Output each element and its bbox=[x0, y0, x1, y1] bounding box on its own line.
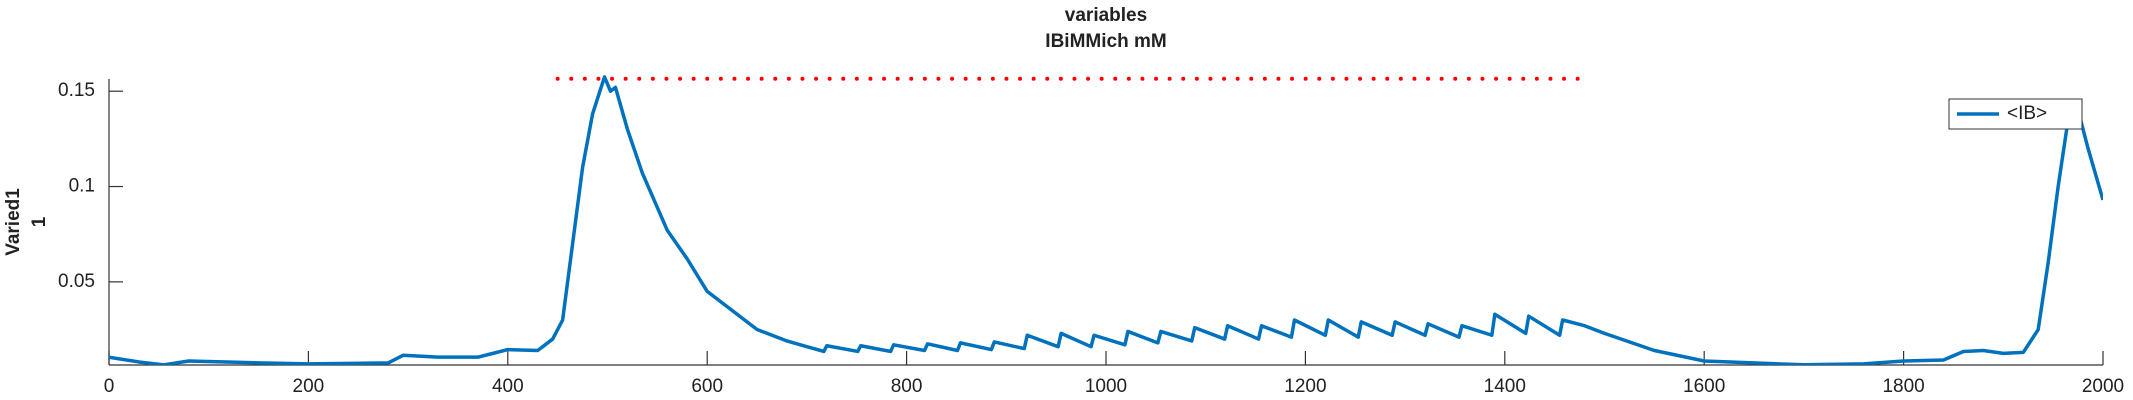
x-tick-label: 600 bbox=[691, 376, 723, 397]
x-tick-label: 400 bbox=[492, 376, 524, 397]
x-tick-label: 1600 bbox=[1683, 376, 1725, 397]
y-tick-label: 0.1 bbox=[69, 176, 95, 197]
data-line bbox=[109, 75, 2103, 365]
x-tick-label: 0 bbox=[104, 376, 115, 397]
plot-area bbox=[109, 75, 2103, 365]
chart-title: variables bbox=[1065, 5, 1147, 26]
legend: <IB> bbox=[1948, 98, 2083, 130]
y-tick-label: 0.15 bbox=[58, 80, 95, 101]
y-axis-label: Varied1 1 bbox=[3, 188, 50, 256]
x-tick-label: 1400 bbox=[1484, 376, 1526, 397]
y-label-line: Varied1 bbox=[3, 188, 24, 256]
x-tick-label: 200 bbox=[293, 376, 325, 397]
chart-title: IBiMMich mM bbox=[1045, 31, 1166, 52]
y-tick-label: 0.05 bbox=[58, 271, 95, 292]
legend-label: <IB> bbox=[2007, 103, 2047, 124]
y-label-line: 1 bbox=[29, 216, 50, 227]
x-tick-label: 1800 bbox=[1882, 376, 1924, 397]
x-tick-label: 1000 bbox=[1085, 376, 1127, 397]
x-tick-label: 1200 bbox=[1284, 376, 1326, 397]
x-tick-label: 800 bbox=[891, 376, 923, 397]
x-tick-label: 2000 bbox=[2082, 376, 2124, 397]
